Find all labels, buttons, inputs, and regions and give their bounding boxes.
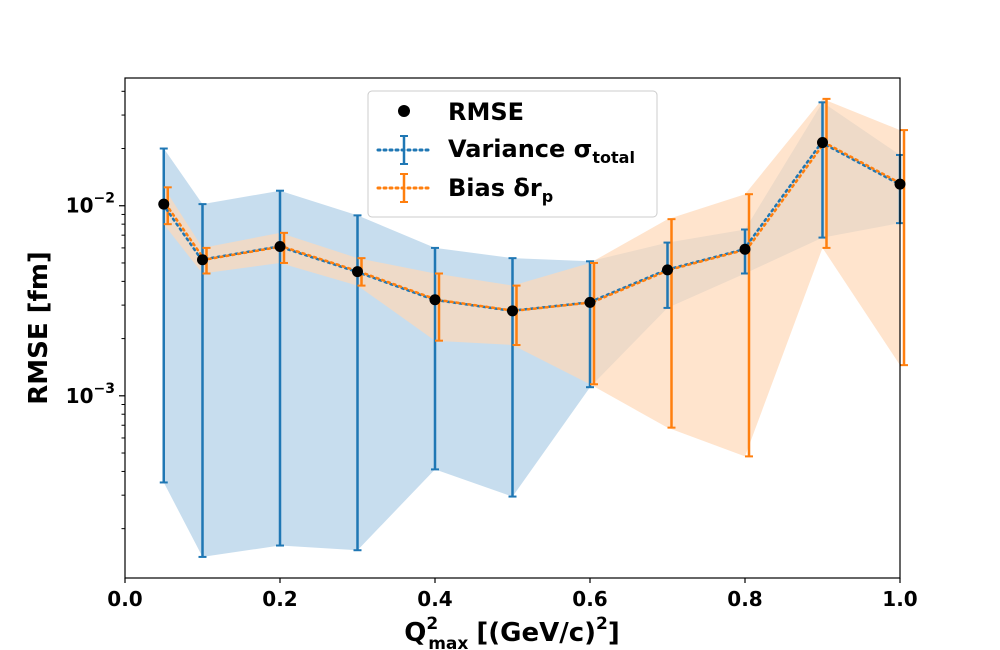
axis-ticks bbox=[119, 90, 901, 583]
x-axis-label-sub: max bbox=[428, 634, 468, 650]
rmse-point bbox=[662, 264, 673, 276]
x-axis-label-sup: 2 bbox=[426, 614, 438, 634]
y-axis-label: RMSE [fm] bbox=[24, 251, 54, 405]
x-tick-label: 0.6 bbox=[572, 587, 607, 611]
rmse-point bbox=[197, 254, 208, 266]
legend-rmse-marker bbox=[398, 105, 410, 117]
legend-bias-text: Bias δr bbox=[448, 174, 542, 202]
rmse-point bbox=[158, 198, 170, 210]
bias-line bbox=[164, 140, 904, 313]
plot-frame bbox=[124, 77, 901, 579]
x-axis-label-units: [(GeV/c) bbox=[476, 618, 596, 648]
rmse-point bbox=[507, 305, 518, 317]
axis-tick-labels: 0.0 0.2 0.4 0.6 0.8 1.0 10−3 10−2 bbox=[66, 191, 918, 611]
y-tick-label: 10−2 bbox=[66, 191, 115, 218]
legend: RMSE Variance σtotal Bias δrp bbox=[367, 90, 658, 218]
x-tick-label: 0.0 bbox=[107, 587, 142, 611]
y-tick-label: 10−3 bbox=[66, 381, 115, 408]
legend-bias-sub: p bbox=[542, 187, 553, 206]
legend-bias-label: Bias δrp bbox=[448, 174, 553, 206]
x-axis-label-q: Q bbox=[404, 618, 426, 648]
rmse-points bbox=[158, 137, 906, 317]
series-lines bbox=[161, 140, 904, 313]
x-axis-label: Q2 max [(GeV/c)2] bbox=[404, 614, 620, 650]
legend-variance-marker bbox=[376, 135, 430, 165]
confidence-bands bbox=[163, 98, 901, 557]
legend-variance-text: Variance σ bbox=[448, 135, 592, 163]
x-tick-label: 1.0 bbox=[882, 587, 917, 611]
legend-bias-marker bbox=[376, 173, 430, 203]
x-tick-label: 0.4 bbox=[417, 587, 452, 611]
x-axis-label-units-close: ] bbox=[608, 618, 620, 648]
legend-variance-sub: total bbox=[592, 148, 635, 167]
rmse-point bbox=[584, 296, 596, 308]
legend-rmse-label: RMSE bbox=[448, 98, 524, 126]
bias-band bbox=[163, 98, 901, 457]
x-tick-label: 0.2 bbox=[262, 587, 297, 611]
rmse-point bbox=[429, 294, 441, 306]
legend-variance-label: Variance σtotal bbox=[448, 135, 635, 167]
legend-box bbox=[367, 90, 658, 218]
x-axis-label-units-sup: 2 bbox=[596, 614, 608, 634]
variance-line bbox=[161, 140, 901, 313]
rmse-point bbox=[352, 266, 363, 278]
rmse-point bbox=[274, 241, 286, 253]
rmse-point bbox=[817, 137, 828, 149]
x-tick-label: 0.8 bbox=[727, 587, 762, 611]
rmse-point bbox=[739, 243, 751, 255]
